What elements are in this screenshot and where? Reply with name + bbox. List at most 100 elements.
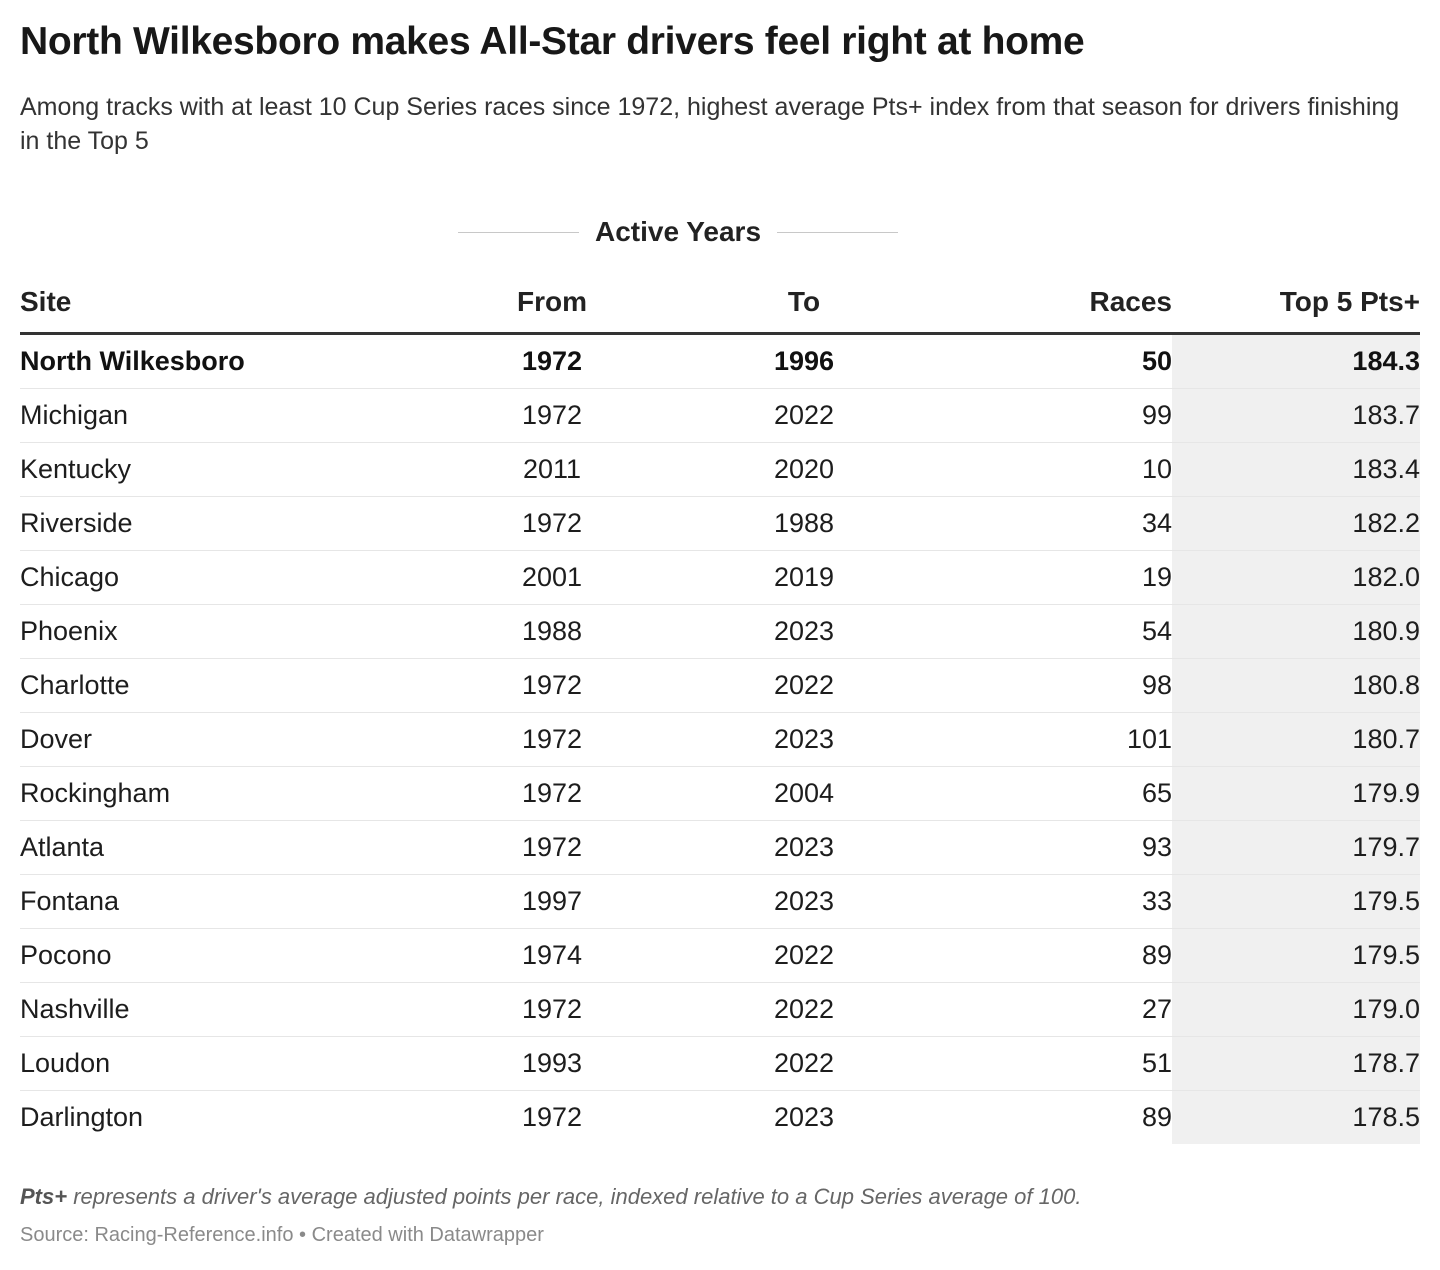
table-row: Dover 1972 2023 101 180.7 bbox=[20, 712, 1420, 767]
table-row: Phoenix 1988 2023 54 180.9 bbox=[20, 604, 1420, 659]
cell-races: 89 bbox=[944, 928, 1172, 983]
column-header-top5-pts[interactable]: Top 5 Pts+ bbox=[1172, 272, 1420, 335]
cell-site: Fontana bbox=[20, 874, 440, 929]
cell-to: 2023 bbox=[773, 1102, 835, 1132]
cell-to: 2022 bbox=[664, 928, 944, 983]
cell-to: 1996 bbox=[664, 333, 944, 389]
cell-site: Riverside bbox=[20, 496, 440, 551]
cell-from: 1974 bbox=[440, 928, 664, 983]
cell-top5-pts: 178.5 bbox=[1172, 1090, 1420, 1144]
cell-to: 2004 bbox=[664, 766, 944, 821]
cell-site: Darlington bbox=[20, 1102, 144, 1132]
table-row: Chicago 2001 2019 19 182.0 bbox=[20, 550, 1420, 605]
table-row: Atlanta 1972 2023 93 179.7 bbox=[20, 820, 1420, 875]
cell-top5-pts: 182.0 bbox=[1172, 550, 1420, 605]
table-header-row: Site From To Races Top 5 Pts+ bbox=[20, 272, 1420, 335]
cell-top5-pts: 180.8 bbox=[1172, 658, 1420, 713]
cell-from: 1972 bbox=[440, 766, 664, 821]
column-header-from[interactable]: From bbox=[440, 272, 664, 335]
cell-site: Charlotte bbox=[20, 658, 440, 713]
cell-top5-pts: 183.4 bbox=[1172, 442, 1420, 497]
cell-top5-pts: 179.5 bbox=[1172, 928, 1420, 983]
cell-races: 50 bbox=[944, 333, 1172, 389]
cell-site: Atlanta bbox=[20, 820, 440, 875]
cell-to: 2022 bbox=[664, 388, 944, 443]
cell-from: 1972 bbox=[440, 658, 664, 713]
cell-from: 1997 bbox=[440, 874, 664, 929]
cell-top5-pts: 179.5 bbox=[1172, 874, 1420, 929]
group-rule-left bbox=[458, 231, 579, 233]
chart-title: North Wilkesboro makes All-Star drivers … bbox=[20, 20, 1085, 63]
cell-to: 2022 bbox=[664, 658, 944, 713]
column-header-races[interactable]: Races bbox=[944, 272, 1172, 335]
cell-races: 99 bbox=[944, 388, 1172, 443]
cell-races: 89 bbox=[1141, 1102, 1172, 1132]
cell-site: Rockingham bbox=[20, 766, 440, 821]
cell-site: Chicago bbox=[20, 550, 440, 605]
group-label: Active Years bbox=[594, 216, 762, 247]
cell-to: 2023 bbox=[664, 604, 944, 659]
cell-top5-pts: 179.0 bbox=[1172, 982, 1420, 1037]
cell-to: 2022 bbox=[664, 1036, 944, 1091]
cell-races: 51 bbox=[944, 1036, 1172, 1091]
cell-site: Nashville bbox=[20, 982, 440, 1037]
cell-races: 34 bbox=[944, 496, 1172, 551]
cell-to: 2019 bbox=[664, 550, 944, 605]
cell-from: 1972 bbox=[440, 982, 664, 1037]
table-row: Kentucky 2011 2020 10 183.4 bbox=[20, 442, 1420, 497]
cell-from: 1972 bbox=[440, 712, 664, 767]
cell-site: Phoenix bbox=[20, 604, 440, 659]
cell-races: 10 bbox=[944, 442, 1172, 497]
cell-from: 2001 bbox=[440, 550, 664, 605]
cell-to: 2020 bbox=[664, 442, 944, 497]
data-table: Site From To Races Top 5 Pts+ North Wilk… bbox=[20, 272, 1420, 1144]
cell-to: 1988 bbox=[664, 496, 944, 551]
cell-races: 98 bbox=[944, 658, 1172, 713]
table-row: Darlington 1972 2023 89 178.5 bbox=[20, 1090, 1420, 1144]
source-credit: Source: Racing-Reference.info • Created … bbox=[20, 1224, 544, 1246]
column-header-to[interactable]: To bbox=[664, 272, 944, 335]
cell-site: Loudon bbox=[20, 1036, 440, 1091]
cell-top5-pts: 183.7 bbox=[1172, 388, 1420, 443]
cell-races: 33 bbox=[944, 874, 1172, 929]
cell-races: 54 bbox=[944, 604, 1172, 659]
cell-from: 1972 bbox=[440, 333, 664, 389]
footnote: Pts+ represents a driver's average adjus… bbox=[20, 1184, 1081, 1210]
cell-top5-pts: 180.9 bbox=[1172, 604, 1420, 659]
cell-from: 1972 bbox=[440, 496, 664, 551]
cell-races: 65 bbox=[944, 766, 1172, 821]
table-row: North Wilkesboro 1972 1996 50 184.3 bbox=[20, 333, 1420, 389]
footnote-term: Pts+ bbox=[20, 1184, 68, 1209]
cell-from: 1972 bbox=[440, 388, 664, 443]
active-years-group-header: Active Years bbox=[458, 212, 898, 252]
cell-races: 101 bbox=[944, 712, 1172, 767]
cell-from: 1972 bbox=[440, 820, 664, 875]
table-row: Nashville 1972 2022 27 179.0 bbox=[20, 982, 1420, 1037]
table-row: Charlotte 1972 2022 98 180.8 bbox=[20, 658, 1420, 713]
cell-from: 1988 bbox=[440, 604, 664, 659]
cell-site: Dover bbox=[20, 712, 440, 767]
cell-races: 19 bbox=[944, 550, 1172, 605]
table-row: Michigan 1972 2022 99 183.7 bbox=[20, 388, 1420, 443]
cell-site: Michigan bbox=[20, 388, 440, 443]
table-row: Riverside 1972 1988 34 182.2 bbox=[20, 496, 1420, 551]
cell-top5-pts: 178.7 bbox=[1172, 1036, 1420, 1091]
cell-to: 2022 bbox=[664, 982, 944, 1037]
cell-to: 2023 bbox=[664, 712, 944, 767]
cell-top5-pts: 180.7 bbox=[1172, 712, 1420, 767]
cell-to: 2023 bbox=[664, 874, 944, 929]
table-row: Pocono 1974 2022 89 179.5 bbox=[20, 928, 1420, 983]
cell-from: 1972 bbox=[521, 1102, 583, 1132]
cell-to: 2023 bbox=[664, 820, 944, 875]
cell-top5-pts: 184.3 bbox=[1172, 333, 1420, 389]
cell-top5-pts: 179.9 bbox=[1172, 766, 1420, 821]
cell-site: North Wilkesboro bbox=[20, 333, 440, 389]
cell-races: 93 bbox=[944, 820, 1172, 875]
cell-from: 1993 bbox=[440, 1036, 664, 1091]
table-body: North Wilkesboro 1972 1996 50 184.3 Michigan 1… bbox=[20, 333, 1420, 1144]
cell-top5-pts: 179.7 bbox=[1172, 820, 1420, 875]
group-rule-right bbox=[777, 231, 898, 233]
chart-subtitle: Among tracks with at least 10 Cup Series… bbox=[20, 93, 1400, 155]
cell-site: Kentucky bbox=[20, 442, 440, 497]
column-header-site[interactable]: Site bbox=[20, 272, 440, 335]
